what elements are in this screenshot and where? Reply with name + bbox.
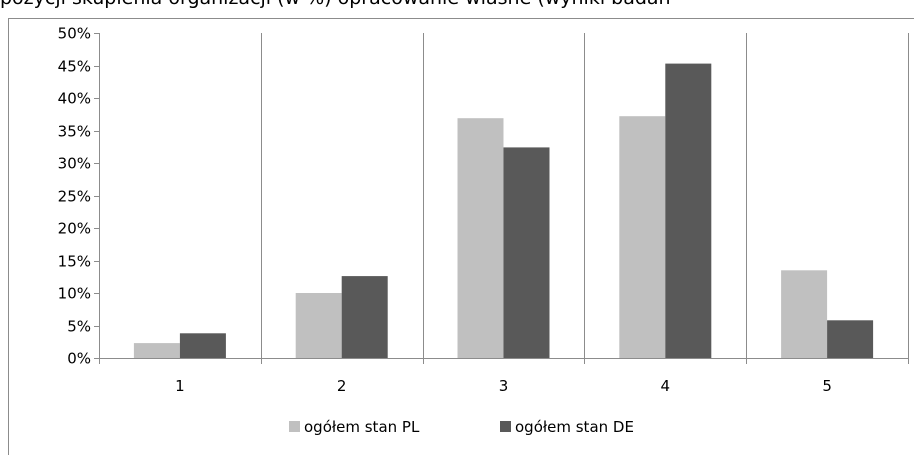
- x-tick-label: 3: [499, 377, 509, 395]
- gridlines: [261, 33, 909, 358]
- y-tick-label: 30%: [58, 155, 91, 173]
- x-tick-label: 2: [337, 377, 347, 395]
- bar-pl-category-2: [295, 293, 342, 358]
- y-tick-label: 10%: [58, 285, 91, 303]
- legend-label-de: ogółem stan DE: [515, 418, 634, 436]
- y-tick-label: 20%: [58, 220, 91, 238]
- bar-de-category-1: [179, 333, 226, 358]
- bar-de-category-5: [827, 320, 874, 358]
- y-tick-label: 0%: [67, 350, 91, 368]
- y-tick-label: 35%: [58, 123, 91, 141]
- bar-pl-category-1: [133, 343, 180, 358]
- y-tick-label: 15%: [58, 253, 91, 271]
- legend: ogółem stan PL ogółem stan DE: [289, 418, 634, 436]
- chart-caption-text: pozycji skupienia organizacji (w %) opra…: [0, 0, 671, 9]
- bar-pl-category-5: [781, 270, 828, 359]
- y-tick-label: 45%: [58, 58, 91, 76]
- legend-swatch-pl: [289, 421, 300, 432]
- chart-frame: [8, 18, 914, 455]
- bar-de-category-3: [503, 147, 550, 358]
- bar-pl-category-3: [457, 118, 504, 358]
- x-tick-label: 4: [661, 377, 671, 395]
- axes: [94, 33, 909, 364]
- x-tick-label: 1: [175, 377, 185, 395]
- y-tick-label: 5%: [67, 318, 91, 336]
- y-tick-label: 25%: [58, 188, 91, 206]
- y-tick-label: 40%: [58, 90, 91, 108]
- y-tick-labels: 0% 5% 10% 15% 20% 25% 30% 35% 40% 45% 50%: [58, 25, 91, 368]
- x-tick-labels: 1 2 3 4 5: [175, 377, 832, 395]
- bars: [133, 63, 874, 359]
- bar-pl-category-4: [619, 116, 666, 358]
- bar-de-category-2: [341, 276, 388, 358]
- bar-de-category-4: [665, 63, 712, 358]
- legend-label-pl: ogółem stan PL: [304, 418, 420, 436]
- legend-swatch-de: [500, 421, 511, 432]
- y-tick-label: 50%: [58, 25, 91, 43]
- x-tick-label: 5: [822, 377, 832, 395]
